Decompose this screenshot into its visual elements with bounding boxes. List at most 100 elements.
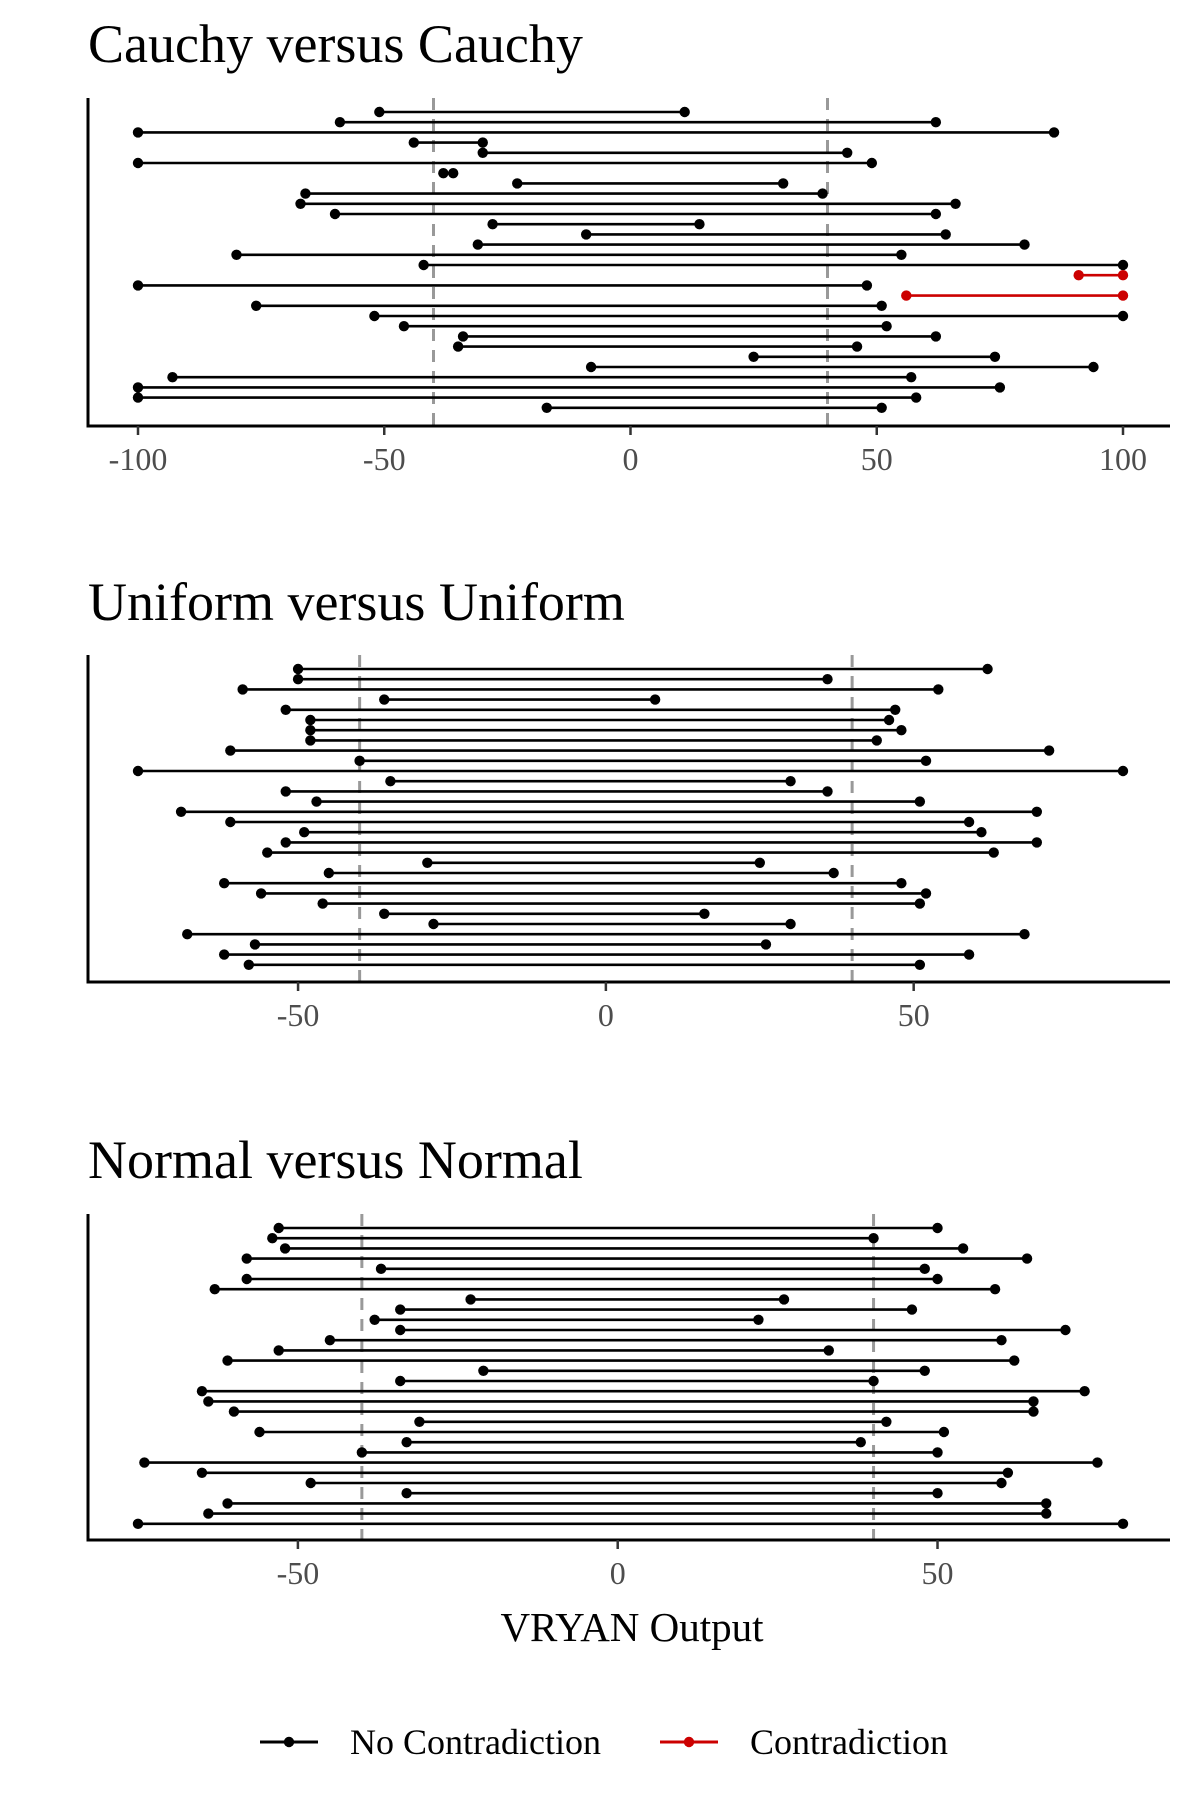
interval-high-point [649, 694, 661, 705]
interval-low-point [334, 117, 346, 128]
interval-low-point [472, 239, 484, 250]
interval-low-point [196, 1386, 208, 1397]
interval-high-point [1019, 239, 1030, 250]
x-tick-label: 50 [922, 1555, 954, 1591]
x-tick-label: 0 [598, 997, 614, 1033]
x-axis-label: VRYAN Output [500, 1604, 764, 1650]
interval-low-point [132, 382, 144, 393]
interval-high-point [1117, 259, 1129, 271]
interval-high-point [868, 1233, 879, 1244]
interval-high-point [932, 1222, 943, 1234]
interval-high-point [930, 117, 942, 128]
interval-low-point [251, 300, 262, 311]
interval-low-point [379, 694, 390, 705]
interval-high-point [871, 735, 882, 746]
interval-low-point [324, 1335, 336, 1346]
interval-high-point [881, 1416, 892, 1428]
interval-low-point [374, 106, 385, 118]
interval-high-point [906, 1304, 918, 1315]
interval-high-point [914, 959, 926, 970]
interval-high-point [976, 827, 987, 838]
interval-low-point [395, 1324, 406, 1336]
interval-low-point [305, 1477, 316, 1489]
interval-low-point [273, 1222, 284, 1234]
interval-low-point [218, 878, 230, 889]
interval-low-point [292, 663, 304, 675]
interval-low-point [175, 806, 187, 817]
interval-high-point [932, 1273, 943, 1285]
interval-high-point [1060, 1324, 1071, 1336]
interval-high-point [842, 147, 853, 158]
interval-low-point [305, 735, 316, 746]
interval-low-point [354, 755, 365, 766]
interval-high-point [699, 908, 710, 919]
interval-high-point [994, 382, 1006, 393]
interval-low-point [398, 321, 410, 332]
interval-high-point [930, 208, 942, 220]
interval-high-point [881, 321, 892, 332]
interval-high-point [957, 1243, 969, 1254]
interval-low-point [225, 816, 236, 828]
interval-high-point [914, 796, 926, 807]
interval-high-point [1021, 1253, 1033, 1264]
interval-high-point [919, 1365, 930, 1377]
interval-high-point [883, 714, 895, 726]
interval-high-point [1041, 1508, 1052, 1519]
interval-high-point [1117, 270, 1129, 281]
interval-low-point [273, 1345, 284, 1356]
interval-high-point [1043, 745, 1055, 756]
interval-high-point [823, 1345, 834, 1356]
interval-low-point [305, 714, 316, 726]
interval-high-point [950, 198, 961, 209]
panel-title: Uniform versus Uniform [88, 572, 625, 632]
interval-high-point [896, 725, 907, 736]
interval-low-point [196, 1467, 208, 1479]
interval-low-point [132, 280, 144, 291]
interval-high-point [896, 878, 907, 889]
interval-low-point [241, 1253, 252, 1264]
interval-low-point [132, 157, 144, 169]
legend-key-point [683, 1736, 695, 1748]
interval-low-point [237, 684, 248, 695]
interval-low-point [438, 168, 449, 179]
interval-low-point [132, 127, 144, 138]
x-tick-label: 0 [610, 1555, 626, 1591]
interval-low-point [209, 1284, 220, 1295]
x-tick-label: 0 [623, 441, 639, 477]
interval-high-point [753, 1314, 764, 1326]
interval-low-point [329, 208, 341, 220]
interval-low-point [280, 786, 291, 797]
interval-high-point [868, 1375, 879, 1387]
interval-high-point [1117, 1518, 1129, 1530]
interval-low-point [379, 908, 390, 919]
interval-low-point [255, 888, 267, 899]
interval-low-point [231, 249, 242, 260]
interval-high-point [866, 157, 878, 169]
interval-low-point [279, 1243, 291, 1254]
interval-high-point [1088, 361, 1099, 373]
interval-high-point [919, 1263, 930, 1275]
interval-low-point [280, 704, 291, 715]
interval-low-point [222, 1498, 233, 1509]
chart-panel: Uniform versus Uniform -50 0 50 [86, 572, 1170, 1033]
chart-panel: Cauchy versus Cauchy -100 -50 0 50 100 [86, 14, 1170, 477]
panel-title: Cauchy versus Cauchy [88, 14, 583, 74]
interval-low-point [132, 1518, 144, 1530]
interval-low-point [249, 939, 261, 950]
chart-panels: Cauchy versus Cauchy -100 -50 0 50 100 Uniform… [86, 14, 1170, 1591]
legend: No Contradiction Contradiction [260, 1722, 948, 1762]
interval-high-point [477, 137, 488, 148]
interval-high-point [861, 280, 873, 291]
interval-high-point [785, 776, 796, 787]
interval-high-point [988, 847, 999, 858]
interval-low-point [228, 1406, 240, 1417]
interval-high-point [1041, 1498, 1052, 1509]
interval-high-point [890, 704, 901, 715]
interval-high-point [1031, 806, 1043, 817]
interval-low-point [401, 1437, 412, 1448]
interval-high-point [822, 786, 833, 797]
interval-high-point [1031, 837, 1043, 848]
interval-low-point [225, 745, 236, 756]
interval-high-point [1117, 290, 1129, 301]
